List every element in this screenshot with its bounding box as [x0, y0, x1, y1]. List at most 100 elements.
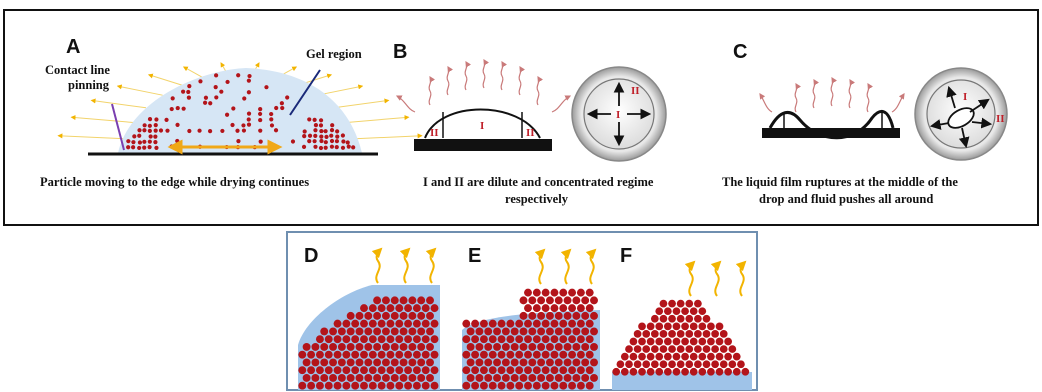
particle [659, 360, 668, 369]
particle [590, 327, 598, 336]
particle [532, 350, 541, 359]
particle [581, 327, 590, 336]
particle [181, 89, 186, 94]
particle [554, 342, 563, 351]
particle [707, 337, 715, 346]
particle [719, 330, 728, 338]
particle [318, 123, 324, 128]
particle [515, 366, 524, 375]
vapor-ray-icon [57, 133, 126, 140]
particle [417, 342, 426, 351]
particle [408, 373, 417, 382]
particle [471, 366, 480, 375]
particle [724, 367, 732, 376]
particle [475, 373, 484, 382]
particle [273, 128, 279, 133]
particle [164, 117, 169, 122]
particle [497, 319, 506, 328]
particle [324, 366, 333, 375]
particle [620, 367, 629, 376]
particle [346, 144, 351, 149]
particle [541, 304, 550, 313]
particle [493, 342, 502, 351]
particle [668, 360, 676, 369]
particle [650, 360, 659, 369]
particle [340, 145, 346, 150]
particle [404, 335, 413, 344]
particle [346, 327, 355, 336]
particle [187, 128, 192, 134]
caption-b-line2: respectively [505, 192, 569, 206]
evaporation-arrow-icon [794, 82, 802, 113]
particle [554, 311, 563, 320]
particle [488, 335, 497, 344]
particle [430, 304, 439, 313]
particle [390, 342, 399, 351]
particle [484, 358, 493, 367]
particle [329, 138, 335, 144]
vapor-ray-icon [70, 115, 134, 123]
particle [302, 342, 311, 351]
particle [426, 327, 434, 336]
particle [515, 319, 524, 328]
particle [399, 373, 408, 382]
particle [581, 342, 590, 351]
particle [241, 123, 246, 128]
particle [404, 366, 413, 375]
evaporation-arrow-icon [446, 65, 454, 96]
particle [302, 358, 311, 367]
particle [545, 327, 554, 336]
particle [554, 373, 563, 382]
particle [576, 366, 585, 375]
particle [506, 319, 515, 328]
particle [585, 288, 594, 297]
particle [581, 311, 590, 320]
particle [377, 335, 386, 344]
particle [258, 139, 263, 144]
particle [241, 128, 247, 133]
particle [466, 358, 475, 367]
particle [257, 111, 263, 117]
particle [462, 319, 471, 328]
particle [319, 128, 324, 134]
particle [142, 128, 147, 133]
panel-a: A Contact line pinning Gel region Partic… [40, 36, 423, 189]
particle [676, 360, 685, 369]
particle [576, 335, 585, 344]
particle [471, 335, 480, 344]
particle [399, 327, 408, 336]
particle [320, 327, 329, 336]
vapor-ray-icon [90, 98, 147, 109]
particle [475, 358, 484, 367]
particle [430, 366, 439, 375]
particle [329, 144, 335, 149]
particle [689, 307, 698, 316]
panel-e-letter: E [468, 245, 481, 267]
particle [360, 350, 368, 359]
particle [524, 304, 532, 313]
particle [132, 134, 137, 139]
particle [364, 373, 373, 382]
particle [247, 73, 252, 79]
particle [685, 330, 694, 338]
particle [642, 345, 651, 353]
particle [655, 307, 664, 316]
evaporation-arrow-icon [464, 60, 472, 91]
particle [616, 360, 625, 369]
particle [373, 342, 382, 351]
caption-a: Particle moving to the edge while drying… [40, 175, 309, 189]
particle [430, 335, 439, 344]
particle [324, 335, 333, 344]
particle [208, 101, 213, 106]
particle [351, 335, 360, 344]
particle [629, 352, 638, 361]
particle [246, 122, 252, 127]
particle [550, 335, 559, 344]
particle [355, 311, 364, 320]
particle [360, 381, 368, 390]
particle [689, 352, 698, 361]
particle [528, 342, 537, 351]
particle [408, 311, 417, 320]
particle [426, 373, 434, 382]
particle [590, 296, 598, 305]
